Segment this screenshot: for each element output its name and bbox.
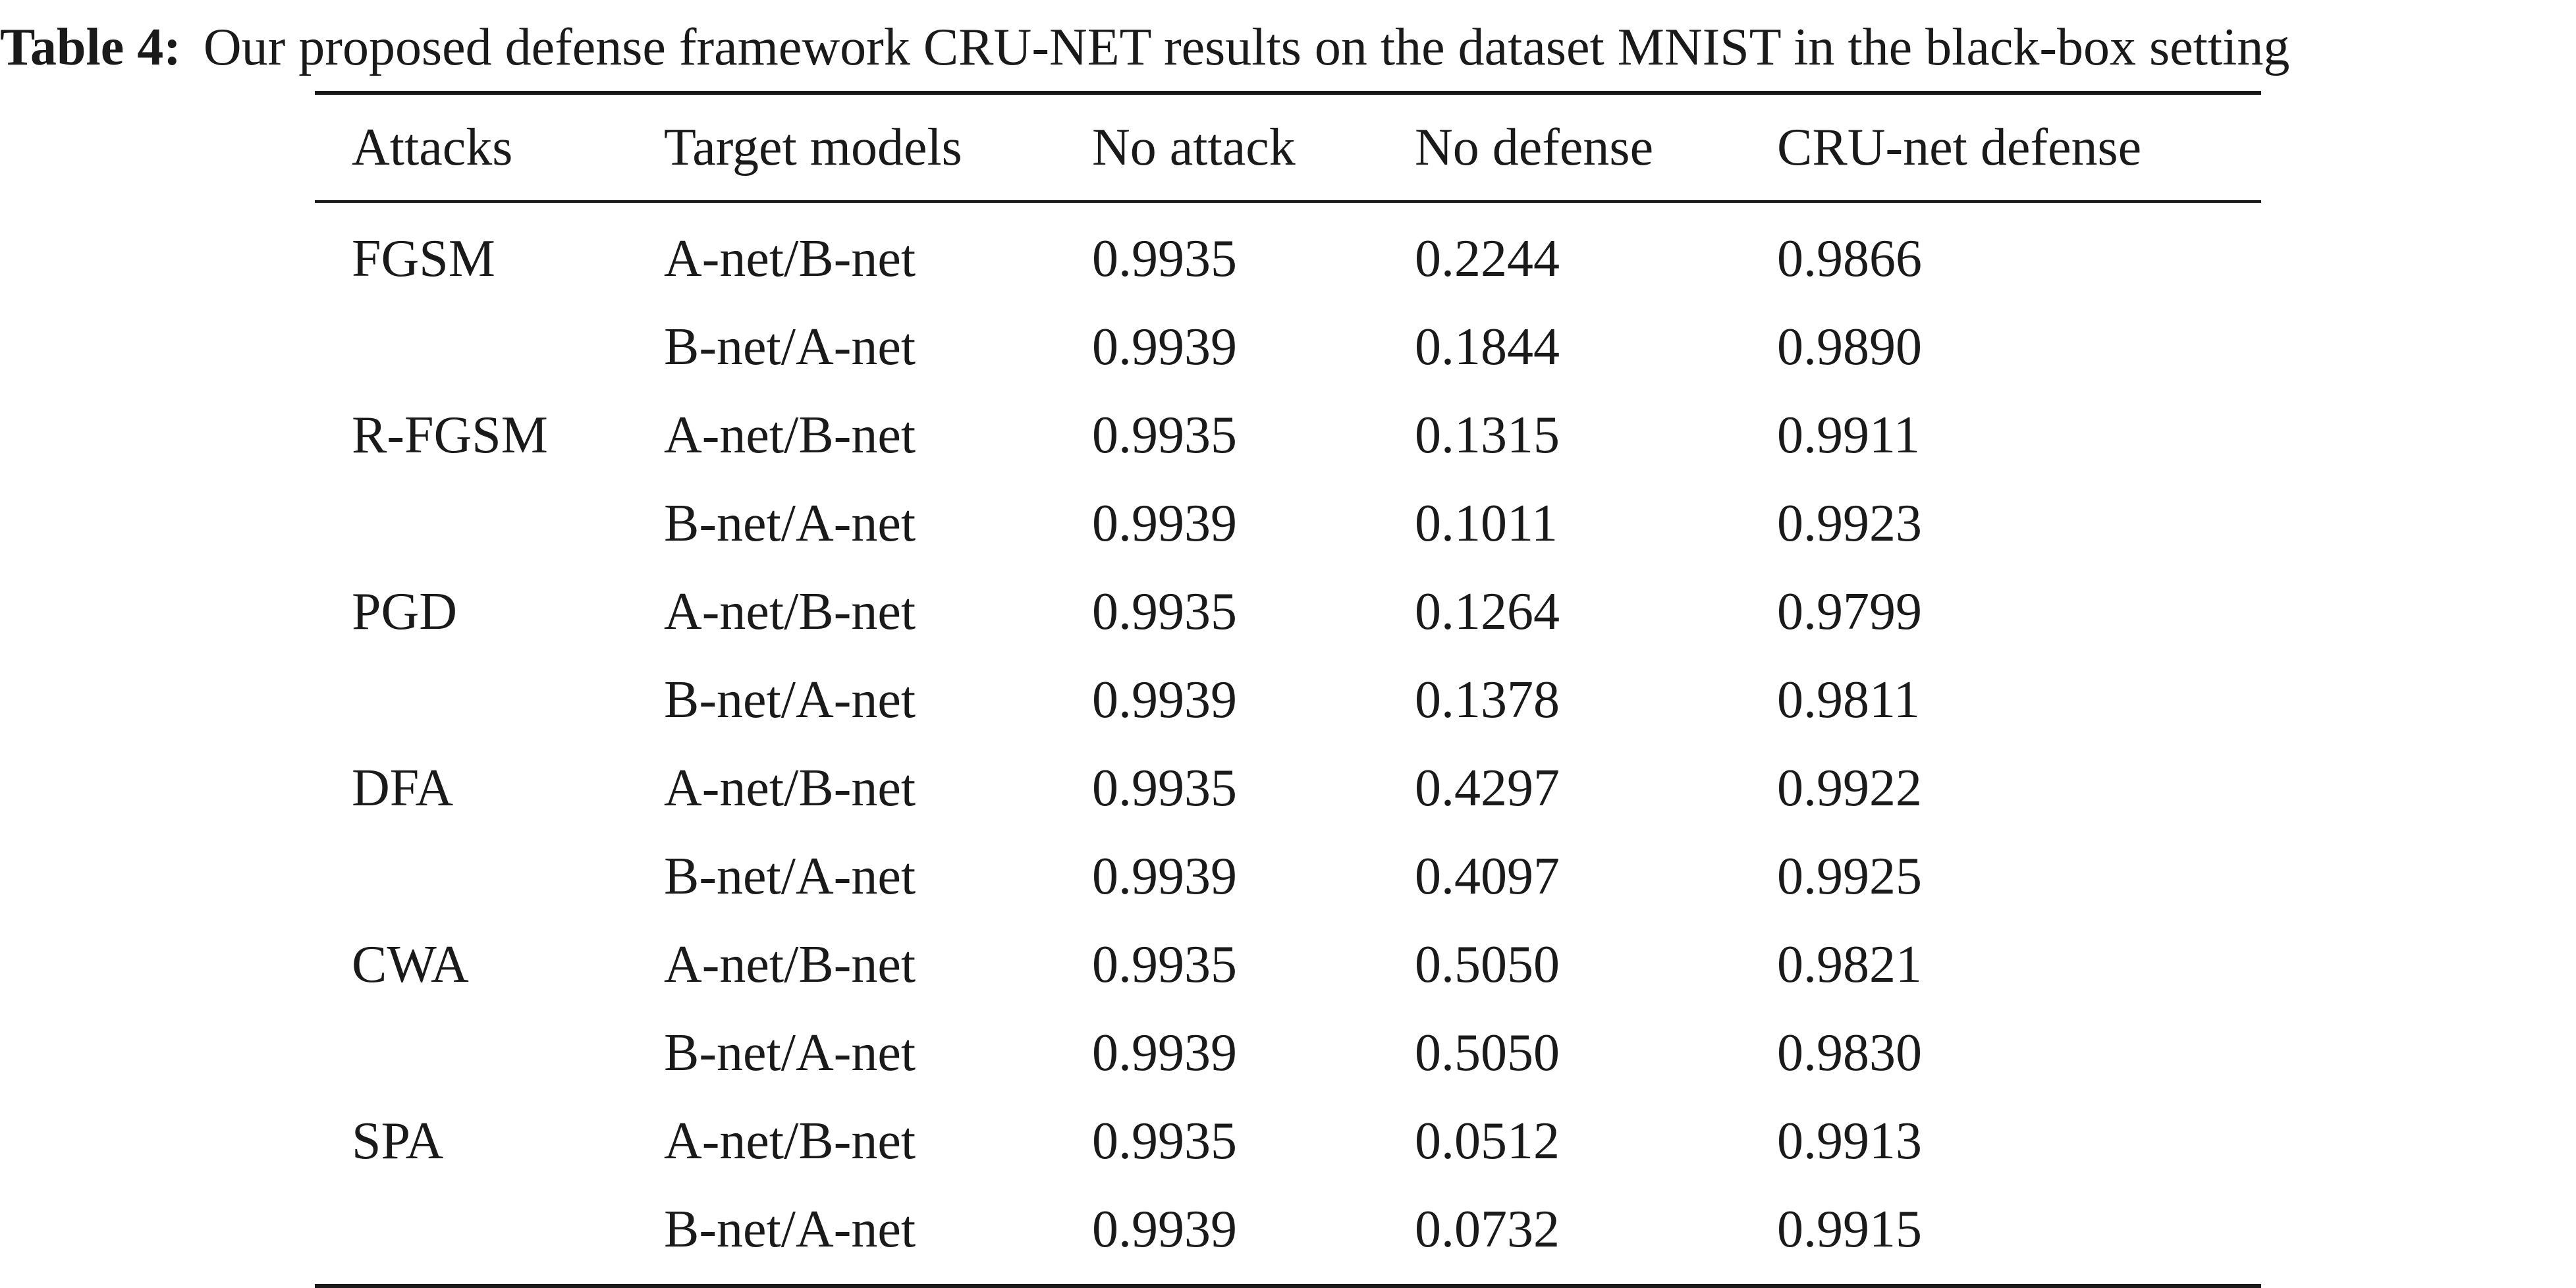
- no-attack-cell: 0.9939: [1092, 1023, 1237, 1082]
- target-model-cell: A-net/B-net: [664, 759, 916, 817]
- cru-net-defense-cell: 0.9866: [1777, 229, 1922, 288]
- no-defense-cell: 0.1378: [1415, 670, 1560, 729]
- table-row: B-net/A-net 0.9939 0.0732 0.9915: [315, 1185, 2261, 1274]
- no-attack-cell: 0.9939: [1092, 494, 1237, 552]
- table-row: B-net/A-net 0.9939 0.1844 0.9890: [315, 303, 2261, 391]
- target-model-cell: B-net/A-net: [664, 494, 916, 552]
- cru-net-defense-cell: 0.9923: [1777, 494, 1922, 552]
- table-caption: Table 4: Our proposed defense framework C…: [0, 14, 2576, 80]
- attack-cell: FGSM: [352, 229, 495, 288]
- target-model-cell: B-net/A-net: [664, 847, 916, 905]
- cru-net-defense-cell: 0.9799: [1777, 582, 1922, 641]
- no-defense-cell: 0.4097: [1415, 847, 1560, 905]
- no-attack-cell: 0.9935: [1092, 582, 1237, 641]
- table-row: B-net/A-net 0.9939 0.1378 0.9811: [315, 656, 2261, 744]
- no-defense-cell: 0.5050: [1415, 935, 1560, 994]
- no-defense-cell: 0.0732: [1415, 1200, 1560, 1258]
- table-row: CWA A-net/B-net 0.9935 0.5050 0.9821: [315, 921, 2261, 1009]
- no-defense-cell: 0.5050: [1415, 1023, 1560, 1082]
- table-row: B-net/A-net 0.9939 0.4097 0.9925: [315, 832, 2261, 921]
- attack-cell: CWA: [352, 935, 469, 994]
- no-attack-cell: 0.9935: [1092, 935, 1237, 994]
- target-model-cell: A-net/B-net: [664, 1112, 916, 1170]
- cru-net-defense-cell: 0.9811: [1777, 670, 1921, 729]
- no-attack-cell: 0.9935: [1092, 759, 1237, 817]
- no-attack-cell: 0.9939: [1092, 670, 1237, 729]
- table-row: B-net/A-net 0.9939 0.1011 0.9923: [315, 479, 2261, 568]
- target-model-cell: B-net/A-net: [664, 670, 916, 729]
- cru-net-defense-cell: 0.9890: [1777, 317, 1922, 376]
- results-table: Attacks Target models No attack No defen…: [315, 91, 2261, 1288]
- header-cru-net-defense: CRU-net defense: [1777, 118, 2142, 176]
- attack-cell: DFA: [352, 759, 454, 817]
- cru-net-defense-cell: 0.9913: [1777, 1112, 1922, 1170]
- attack-cell: R-FGSM: [352, 406, 548, 464]
- table-row: B-net/A-net 0.9939 0.5050 0.9830: [315, 1009, 2261, 1097]
- no-defense-cell: 0.2244: [1415, 229, 1560, 288]
- attack-cell: SPA: [352, 1112, 444, 1170]
- header-attacks: Attacks: [352, 118, 513, 176]
- cru-net-defense-cell: 0.9925: [1777, 847, 1922, 905]
- target-model-cell: A-net/B-net: [664, 582, 916, 641]
- cru-net-defense-cell: 0.9821: [1777, 935, 1922, 994]
- table-header-row: Attacks Target models No attack No defen…: [315, 95, 2261, 203]
- header-no-defense: No defense: [1415, 118, 1654, 176]
- no-attack-cell: 0.9935: [1092, 229, 1237, 288]
- no-attack-cell: 0.9939: [1092, 1200, 1237, 1258]
- no-defense-cell: 0.0512: [1415, 1112, 1560, 1170]
- table-row: R-FGSM A-net/B-net 0.9935 0.1315 0.9911: [315, 391, 2261, 479]
- no-attack-cell: 0.9939: [1092, 847, 1237, 905]
- cru-net-defense-cell: 0.9922: [1777, 759, 1922, 817]
- target-model-cell: A-net/B-net: [664, 935, 916, 994]
- no-attack-cell: 0.9939: [1092, 317, 1237, 376]
- table-row: DFA A-net/B-net 0.9935 0.4297 0.9922: [315, 744, 2261, 832]
- table-row: PGD A-net/B-net 0.9935 0.1264 0.9799: [315, 568, 2261, 656]
- target-model-cell: B-net/A-net: [664, 1200, 916, 1258]
- table-body: FGSM A-net/B-net 0.9935 0.2244 0.9866 B-net/A…: [315, 203, 2261, 1284]
- attack-cell: PGD: [352, 582, 458, 641]
- caption-text: Our proposed defense framework CRU-NET r…: [203, 18, 2290, 76]
- no-defense-cell: 0.1315: [1415, 406, 1560, 464]
- no-attack-cell: 0.9935: [1092, 1112, 1237, 1170]
- caption-label: Table 4:: [0, 18, 181, 76]
- no-defense-cell: 0.4297: [1415, 759, 1560, 817]
- cru-net-defense-cell: 0.9915: [1777, 1200, 1922, 1258]
- no-defense-cell: 0.1844: [1415, 317, 1560, 376]
- no-attack-cell: 0.9935: [1092, 406, 1237, 464]
- header-no-attack: No attack: [1092, 118, 1296, 176]
- no-defense-cell: 0.1011: [1415, 494, 1558, 552]
- no-defense-cell: 0.1264: [1415, 582, 1560, 641]
- table-row: SPA A-net/B-net 0.9935 0.0512 0.9913: [315, 1097, 2261, 1185]
- cru-net-defense-cell: 0.9830: [1777, 1023, 1922, 1082]
- target-model-cell: B-net/A-net: [664, 1023, 916, 1082]
- target-model-cell: A-net/B-net: [664, 406, 916, 464]
- header-target-models: Target models: [664, 118, 962, 176]
- cru-net-defense-cell: 0.9911: [1777, 406, 1921, 464]
- target-model-cell: B-net/A-net: [664, 317, 916, 376]
- target-model-cell: A-net/B-net: [664, 229, 916, 288]
- table-row: FGSM A-net/B-net 0.9935 0.2244 0.9866: [315, 215, 2261, 303]
